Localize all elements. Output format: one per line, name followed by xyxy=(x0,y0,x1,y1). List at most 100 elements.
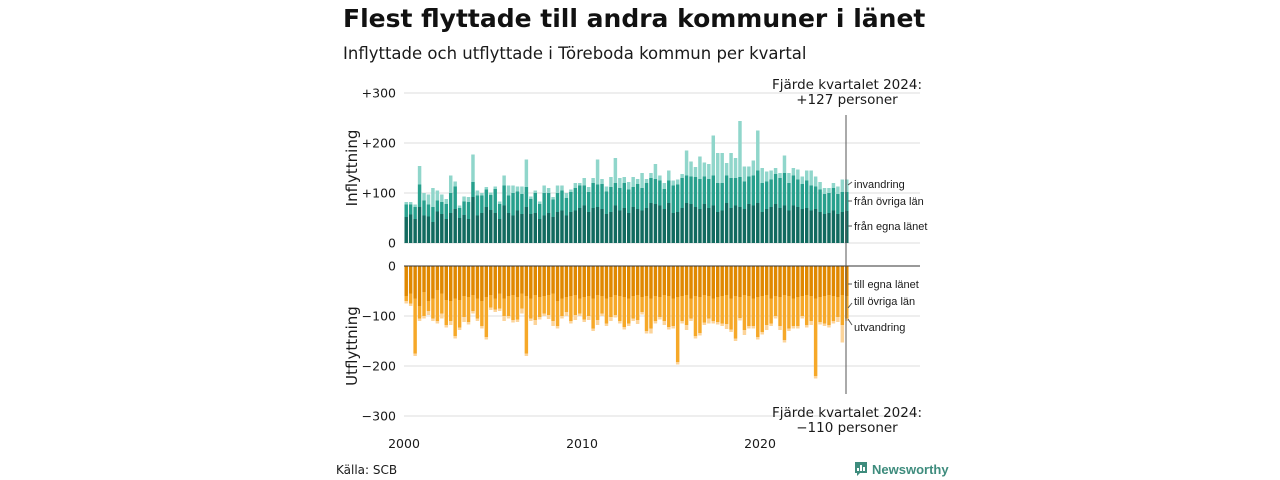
bar-inflow-own-county xyxy=(457,218,462,243)
bar-outflow-own-county xyxy=(836,266,840,297)
bar-outflow-other-counties xyxy=(542,296,546,314)
bar-outflow-own-county xyxy=(586,266,591,296)
bar-outflow-emigration xyxy=(693,336,698,339)
bar-inflow-own-county xyxy=(671,213,675,243)
bar-outflow-own-county xyxy=(600,266,604,296)
bar-inflow-immigration xyxy=(715,153,720,183)
bar-inflow-other-counties xyxy=(831,188,836,211)
bar-outflow-emigration xyxy=(747,326,751,329)
bar-outflow-other-counties xyxy=(569,296,573,321)
bar-inflow-other-counties xyxy=(729,178,733,208)
bar-inflow-other-counties xyxy=(671,185,675,213)
bar-outflow-emigration xyxy=(662,321,667,325)
bar-outflow-other-counties xyxy=(822,296,827,324)
bar-inflow-immigration xyxy=(818,182,822,190)
bar-inflow-own-county xyxy=(644,208,649,243)
bar-inflow-other-counties xyxy=(609,187,613,212)
bar-outflow-emigration xyxy=(600,313,604,316)
bar-inflow-other-counties xyxy=(511,193,515,216)
bar-outflow-other-counties xyxy=(448,301,453,321)
bar-inflow-own-county xyxy=(773,204,778,243)
bar-outflow-own-county xyxy=(827,266,831,295)
bar-outflow-emigration xyxy=(818,322,822,325)
bar-outflow-own-county xyxy=(747,266,751,296)
bar-inflow-immigration xyxy=(840,179,845,192)
bar-outflow-emigration xyxy=(787,328,791,331)
bar-inflow-immigration xyxy=(667,170,671,181)
bar-outflow-emigration xyxy=(778,326,782,330)
bar-outflow-other-counties xyxy=(444,300,449,325)
bar-outflow-other-counties xyxy=(404,296,408,301)
bar-outflow-emigration xyxy=(413,353,417,356)
callout-bottom-line2: −110 personer xyxy=(796,420,898,436)
bar-inflow-other-counties xyxy=(782,173,787,206)
bar-outflow-own-county xyxy=(466,266,471,297)
bar-inflow-immigration xyxy=(684,150,689,176)
bar-outflow-own-county xyxy=(773,266,778,296)
bar-outflow-own-county xyxy=(764,266,769,295)
brand-logo[interactable]: Newsworthy xyxy=(854,461,949,477)
bar-outflow-own-county xyxy=(546,266,551,295)
bar-inflow-other-counties xyxy=(515,191,520,211)
bar-outflow-other-counties xyxy=(702,295,707,323)
bar-inflow-other-counties xyxy=(773,174,778,204)
bar-inflow-immigration xyxy=(702,162,707,177)
bar-inflow-own-county xyxy=(537,219,542,243)
bar-inflow-immigration xyxy=(773,168,778,174)
bar-outflow-emigration xyxy=(689,318,693,321)
bar-inflow-own-county xyxy=(667,203,671,243)
bar-outflow-other-counties xyxy=(773,296,778,316)
bar-outflow-own-county xyxy=(448,266,453,301)
bar-inflow-other-counties xyxy=(702,176,707,204)
bar-inflow-other-counties xyxy=(720,183,724,211)
bar-inflow-own-county xyxy=(618,210,622,243)
bar-outflow-other-counties xyxy=(573,295,578,315)
bar-inflow-immigration xyxy=(555,185,560,193)
bar-inflow-other-counties xyxy=(440,202,444,214)
bar-inflow-other-counties xyxy=(422,200,426,216)
bar-outflow-own-county xyxy=(782,266,787,295)
bar-inflow-immigration xyxy=(742,166,747,182)
bar-outflow-other-counties xyxy=(658,297,662,317)
series-tick-utvandring xyxy=(847,318,853,326)
bar-outflow-other-counties xyxy=(555,301,560,326)
bar-inflow-other-counties xyxy=(453,186,457,209)
bar-inflow-other-counties xyxy=(658,180,662,206)
bar-inflow-immigration xyxy=(724,163,729,176)
bar-outflow-other-counties xyxy=(827,295,831,325)
bar-outflow-emigration xyxy=(537,317,542,320)
bar-outflow-own-county xyxy=(422,266,426,292)
bar-outflow-own-county xyxy=(484,266,489,297)
bar-inflow-own-county xyxy=(475,215,480,243)
bar-outflow-own-county xyxy=(818,266,822,297)
bar-inflow-own-county xyxy=(417,207,422,243)
series-label-utvandring: utvandring xyxy=(854,322,905,334)
bar-inflow-immigration xyxy=(707,164,711,179)
bar-outflow-other-counties xyxy=(475,298,480,319)
bar-outflow-other-counties xyxy=(431,298,435,319)
bar-outflow-own-county xyxy=(502,266,506,299)
bar-inflow-own-county xyxy=(729,208,733,243)
bar-inflow-other-counties xyxy=(715,183,720,212)
bar-inflow-immigration xyxy=(573,183,578,188)
bar-inflow-other-counties xyxy=(680,178,684,208)
bar-outflow-emigration xyxy=(444,325,449,328)
bar-outflow-own-county xyxy=(649,266,653,299)
bar-outflow-emigration xyxy=(827,325,831,328)
bar-inflow-own-county xyxy=(787,210,791,243)
bar-inflow-own-county xyxy=(715,212,720,243)
bar-outflow-own-county xyxy=(707,266,711,296)
bar-inflow-other-counties xyxy=(662,189,667,209)
bar-inflow-immigration xyxy=(444,199,449,204)
bar-inflow-other-counties xyxy=(480,195,484,213)
bar-inflow-immigration xyxy=(831,183,836,188)
bar-outflow-emigration xyxy=(502,316,506,321)
bar-inflow-immigration xyxy=(493,186,497,189)
bar-outflow-other-counties xyxy=(578,298,582,314)
bar-outflow-own-county xyxy=(813,266,818,299)
bar-inflow-immigration xyxy=(511,185,515,193)
bar-outflow-other-counties xyxy=(440,293,444,314)
bar-outflow-own-county xyxy=(511,266,515,295)
bar-outflow-own-county xyxy=(413,266,417,299)
bar-inflow-immigration xyxy=(782,155,787,173)
